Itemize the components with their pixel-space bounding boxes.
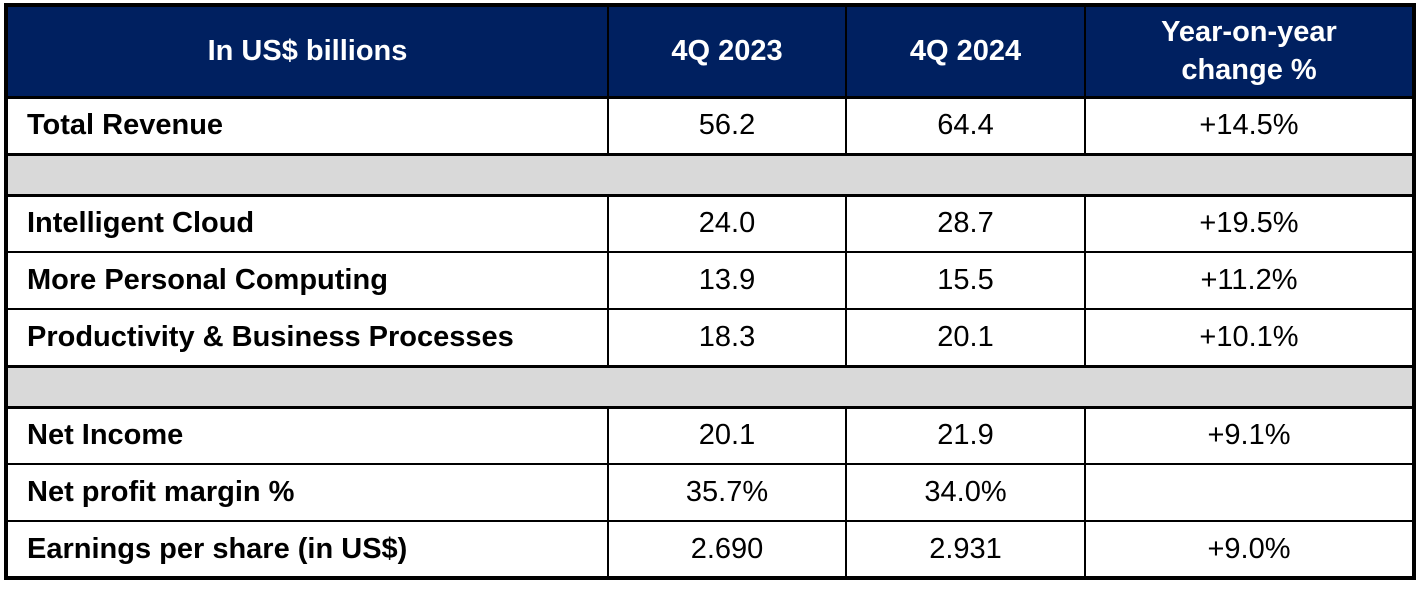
cell-4q2023: 20.1: [607, 406, 847, 465]
cell-4q2023: 35.7%: [607, 463, 847, 522]
cell-4q2023: 24.0: [607, 194, 847, 253]
spacer-row: [5, 364, 1415, 409]
row-label: Earnings per share (in US$): [5, 520, 609, 579]
cell-4q2023: 13.9: [607, 251, 847, 310]
table-row-total-revenue: Total Revenue 56.2 64.4 +14.5%: [5, 96, 1415, 155]
spacer-cell: [5, 364, 1415, 409]
cell-yoy-change: +19.5%: [1084, 194, 1415, 253]
header-cell-4q2024: 4Q 2024: [845, 4, 1086, 99]
cell-4q2024: 15.5: [845, 251, 1086, 310]
spacer-row: [5, 152, 1415, 197]
row-label: Net profit margin %: [5, 463, 609, 522]
table-row-more-personal-computing: More Personal Computing 13.9 15.5 +11.2%: [5, 251, 1415, 310]
cell-yoy-change-empty: [1084, 463, 1415, 522]
financial-results-table: In US$ billions 4Q 2023 4Q 2024 Year-on-…: [4, 3, 1416, 580]
cell-yoy-change: +11.2%: [1084, 251, 1415, 310]
cell-4q2024: 34.0%: [845, 463, 1086, 522]
cell-4q2024: 64.4: [845, 96, 1086, 155]
header-cell-yoy-change: Year-on-year change %: [1084, 4, 1415, 99]
cell-4q2024: 28.7: [845, 194, 1086, 253]
row-label: Net Income: [5, 406, 609, 465]
cell-yoy-change: +9.0%: [1084, 520, 1415, 579]
cell-yoy-change: +14.5%: [1084, 96, 1415, 155]
header-row: In US$ billions 4Q 2023 4Q 2024 Year-on-…: [5, 4, 1415, 99]
header-cell-metric: In US$ billions: [5, 4, 609, 99]
cell-4q2023: 56.2: [607, 96, 847, 155]
cell-4q2024: 20.1: [845, 308, 1086, 367]
spacer-cell: [5, 152, 1415, 197]
cell-4q2024: 21.9: [845, 406, 1086, 465]
cell-4q2024: 2.931: [845, 520, 1086, 579]
cell-yoy-change: +10.1%: [1084, 308, 1415, 367]
table-row-net-income: Net Income 20.1 21.9 +9.1%: [5, 406, 1415, 465]
cell-4q2023: 18.3: [607, 308, 847, 367]
row-label: More Personal Computing: [5, 251, 609, 310]
header-cell-4q2023: 4Q 2023: [607, 4, 847, 99]
row-label: Total Revenue: [5, 96, 609, 155]
table-row-productivity-business-processes: Productivity & Business Processes 18.3 2…: [5, 308, 1415, 367]
cell-4q2023: 2.690: [607, 520, 847, 579]
table-row-intelligent-cloud: Intelligent Cloud 24.0 28.7 +19.5%: [5, 194, 1415, 253]
table-row-earnings-per-share: Earnings per share (in US$) 2.690 2.931 …: [5, 520, 1415, 579]
row-label: Productivity & Business Processes: [5, 308, 609, 367]
cell-yoy-change: +9.1%: [1084, 406, 1415, 465]
row-label: Intelligent Cloud: [5, 194, 609, 253]
table-row-net-profit-margin: Net profit margin % 35.7% 34.0%: [5, 463, 1415, 522]
